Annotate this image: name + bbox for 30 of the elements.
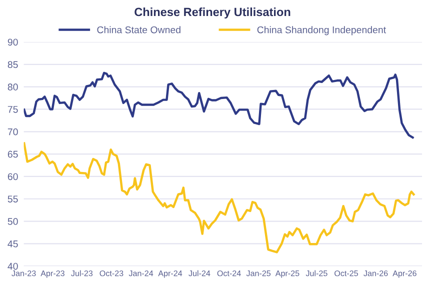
- x-tick-label: Apr-26: [392, 270, 416, 278]
- y-tick-label: 65: [8, 150, 18, 158]
- y-tick-label: 75: [8, 106, 18, 113]
- x-tick-label: Jan-25: [246, 270, 271, 276]
- y-tick-label: 60: [8, 173, 18, 180]
- y-tick-label: 90: [8, 38, 18, 46]
- x-tick-label: Jul-25: [306, 270, 328, 276]
- x-tick-label: Oct-24: [217, 270, 241, 276]
- y-tick-label: 45: [8, 240, 18, 248]
- line-series: [24, 72, 414, 139]
- y-tick-label: 55: [8, 196, 18, 202]
- x-tick-label: Oct-23: [100, 270, 124, 276]
- line-series: [24, 142, 415, 254]
- legend-label: China Shandong Independent: [257, 26, 386, 36]
- chart-title: Chinese Refinery Utilisation: [134, 8, 290, 19]
- x-tick-label: Jan-23: [12, 270, 36, 276]
- x-tick-label: Oct-25: [334, 270, 358, 276]
- y-tick-label: 40: [8, 262, 18, 270]
- y-tick-label: 85: [8, 61, 18, 68]
- x-tick-label: Jul-23: [71, 270, 93, 276]
- x-tick-label: Apr-24: [158, 270, 182, 278]
- x-tick-label: Apr-25: [275, 270, 300, 278]
- y-tick-label: 70: [8, 128, 18, 136]
- y-tick-label: 50: [8, 218, 18, 225]
- legend-label: China State Owned: [97, 26, 180, 34]
- x-tick-label: Jul-24: [188, 270, 210, 276]
- x-tick-label: Apr-23: [40, 270, 64, 278]
- y-tick-label: 80: [8, 84, 18, 90]
- x-tick-label: Jan-24: [128, 270, 154, 276]
- x-tick-label: Jan-26: [364, 270, 388, 276]
